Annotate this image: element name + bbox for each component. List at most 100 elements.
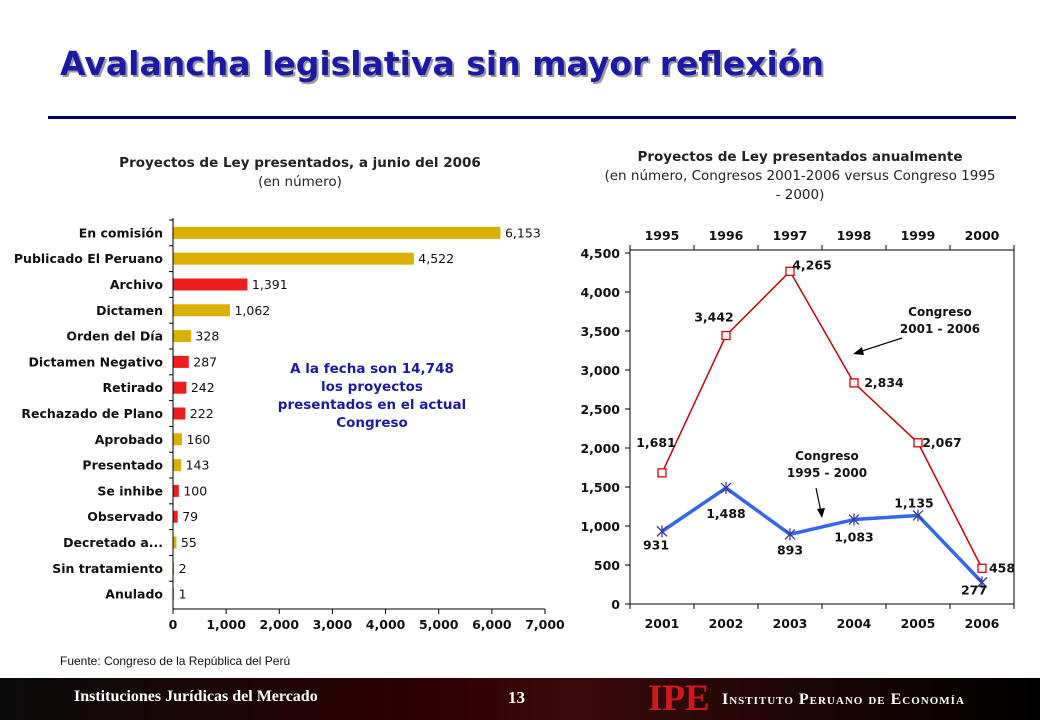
bar-annotation: A la fecha son 14,748 los proyectos presen… <box>278 361 466 431</box>
line-series-callout-line: 2001 - 2006 <box>900 322 980 336</box>
bar-value-label: 222 <box>190 406 214 421</box>
line-marker <box>785 266 795 276</box>
line-data-label: 893 <box>777 542 803 557</box>
bar-annotation-line: Congreso <box>336 415 408 431</box>
bar-value-label: 100 <box>183 483 207 498</box>
line-marker <box>848 513 860 526</box>
line-x-label-bottom: 2005 <box>901 616 936 631</box>
line-marker <box>976 576 988 589</box>
bar <box>173 330 191 343</box>
line-y-tick-label: 0 <box>611 597 620 612</box>
line-marker <box>784 528 796 541</box>
line-series-callout-line: Congreso <box>908 305 972 319</box>
bar-value-label: 1,062 <box>234 303 270 318</box>
bar-value-label: 6,153 <box>505 225 541 240</box>
bar <box>173 536 177 549</box>
bar-category-label: Retirado <box>103 380 164 395</box>
bar-value-label: 55 <box>181 535 197 550</box>
line-series <box>661 270 983 569</box>
line-series-callout-line: Congreso <box>795 449 859 463</box>
bar-x-tick-label: 0 <box>169 617 178 632</box>
bar-category-label: Rechazado de Plano <box>21 406 163 421</box>
line-series <box>661 486 984 584</box>
bar-value-label: 1,391 <box>252 277 288 292</box>
line-chart-subtitle: (en número, Congresos 2001-2006 versus C… <box>604 168 996 203</box>
line-chart-title-block: Proyectos de Ley presentados anualmente … <box>600 148 1000 205</box>
bar <box>173 407 186 420</box>
ipe-logo: IPE <box>648 678 710 719</box>
line-marker <box>977 563 987 573</box>
line-x-label-top: 1997 <box>773 228 808 243</box>
bar <box>173 588 175 601</box>
page-title: Avalancha legislativa sin mayor reflexió… <box>60 44 825 83</box>
bar-value-label: 328 <box>195 329 219 344</box>
bar <box>173 562 175 575</box>
bar-value-label: 287 <box>193 354 217 369</box>
bar-category-label: Decretado a... <box>63 535 163 550</box>
bar-category-label: En comisión <box>79 225 163 240</box>
bar-value-label: 4,522 <box>418 251 454 266</box>
line-x-label-bottom: 2006 <box>965 616 1000 631</box>
line-x-label-bottom: 2002 <box>709 616 744 631</box>
line-marker <box>912 509 924 522</box>
line-marker <box>721 330 731 341</box>
bar-value-label: 160 <box>187 432 211 447</box>
bar <box>173 433 183 446</box>
bar-category-label: Dictamen <box>96 303 163 318</box>
line-y-tick-label: 1,000 <box>580 519 620 534</box>
line-data-label: 1,681 <box>636 435 676 450</box>
line-y-tick-label: 500 <box>594 558 620 573</box>
source-note: Fuente: Congreso de la República del Per… <box>60 654 291 668</box>
bar-chart-title: Proyectos de Ley presentados, a junio de… <box>119 155 481 171</box>
line-marker <box>913 438 923 448</box>
institution-name: Instituto Peruano de Economía <box>722 691 965 708</box>
bar <box>173 484 179 497</box>
line-data-label: 458 <box>989 560 1015 575</box>
bar-category-label: Aprobado <box>95 432 164 447</box>
bar-annotation-line: presentados en el actual <box>278 397 466 413</box>
bar <box>173 252 414 265</box>
callout-arrow-line <box>815 487 822 513</box>
line-x-label-top: 1996 <box>709 228 744 243</box>
bar <box>173 355 189 368</box>
line-data-label: 1,135 <box>894 495 934 510</box>
title-divider <box>48 116 1016 119</box>
line-series-callout-line: 1995 - 2000 <box>787 466 867 480</box>
line-marker <box>656 525 668 538</box>
bar-chart: En comisión 6,153 Publicado El Peruano 4,52… <box>14 218 565 632</box>
line-data-label: 277 <box>961 582 987 597</box>
line-x-label-bottom: 2003 <box>773 616 808 631</box>
line-marker <box>657 468 667 478</box>
bar-value-label: 143 <box>186 458 210 473</box>
line-data-label: 2,067 <box>922 435 962 450</box>
line-x-label-top: 1995 <box>645 228 680 243</box>
bar-chart-title-block: Proyectos de Ley presentados, a junio de… <box>40 154 560 192</box>
line-y-tick-label: 3,500 <box>580 324 620 339</box>
bar-value-label: 1 <box>179 587 187 602</box>
line-chart: 0 500 1,000 1,500 2,000 2,500 3,000 3,500 4,000 4… <box>580 228 1015 631</box>
bar <box>173 226 501 239</box>
line-data-label: 4,265 <box>792 257 832 272</box>
bar-x-tick-label: 5,000 <box>419 617 459 632</box>
bar-value-label: 2 <box>179 561 187 576</box>
line-plot-area <box>629 249 1015 605</box>
line-data-label: 2,834 <box>864 375 904 390</box>
bar-x-tick-label: 4,000 <box>366 617 406 632</box>
bar-category-label: Dictamen Negativo <box>28 354 163 369</box>
line-data-label: 3,442 <box>694 310 734 325</box>
bar-x-tick-label: 6,000 <box>472 617 512 632</box>
bar-category-label: Presentado <box>82 458 163 473</box>
line-data-label: 931 <box>643 537 669 552</box>
bar-annotation-line: A la fecha son 14,748 <box>290 361 454 377</box>
line-data-label: 1,488 <box>706 506 746 521</box>
page-number: 13 <box>508 688 525 707</box>
bar <box>173 304 230 317</box>
callout-arrowhead <box>853 347 864 355</box>
line-chart-title: Proyectos de Ley presentados anualmente <box>637 149 963 165</box>
bar-category-label: Sin tratamiento <box>52 561 163 576</box>
line-marker <box>720 481 732 494</box>
line-y-tick-label: 2,000 <box>580 441 620 456</box>
bar-annotation-line: los proyectos <box>321 379 423 395</box>
line-x-label-bottom: 2001 <box>645 616 680 631</box>
bar-category-label: Anulado <box>105 587 163 602</box>
